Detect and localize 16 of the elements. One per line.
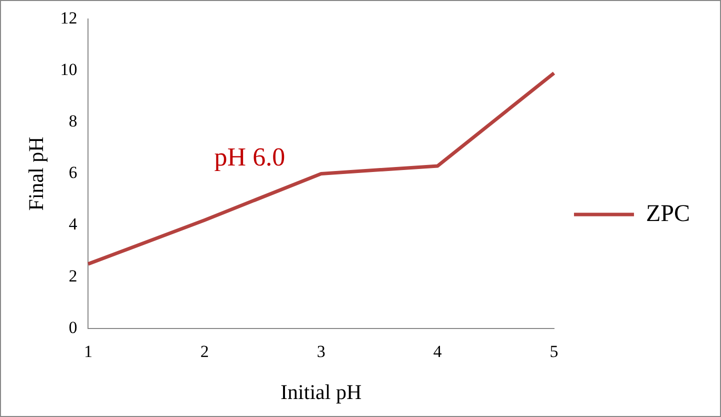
y-tick-label: 12: [60, 8, 78, 28]
x-tick-label: 4: [433, 342, 442, 362]
y-tick-label: 2: [68, 266, 78, 286]
y-tick-label: 10: [60, 60, 78, 80]
y-axis-title: Final pH: [24, 136, 48, 211]
y-tick-label: 0: [68, 318, 78, 337]
y-tick-label: 6: [68, 163, 78, 182]
x-tick-label: 5: [550, 342, 558, 362]
annotation: pH 6.0: [214, 142, 286, 172]
y-tick-label: 8: [68, 112, 78, 131]
x-tick-label: 1: [84, 342, 92, 362]
x-tick-label: 2: [200, 342, 209, 362]
legend-label: ZPC: [646, 200, 690, 227]
x-tick-label: 3: [316, 342, 326, 362]
x-axis-title: Initial pH: [280, 380, 362, 404]
y-tick-label: 4: [68, 214, 78, 234]
